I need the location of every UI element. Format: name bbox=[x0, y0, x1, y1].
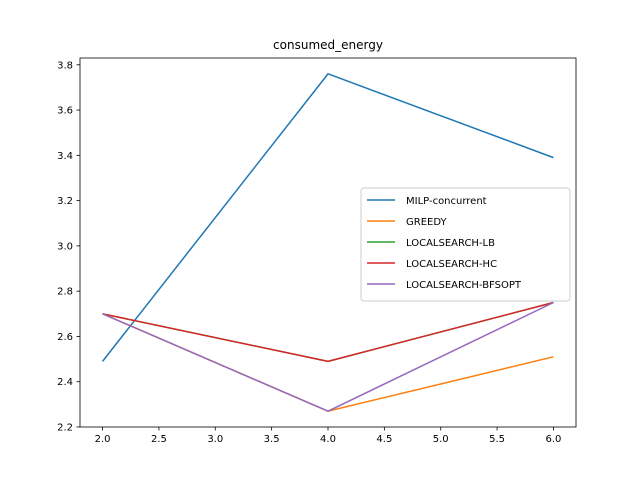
series-line-4 bbox=[102, 301, 554, 363]
y-tick-label: 3.2 bbox=[57, 196, 73, 207]
x-tick-label: 5.0 bbox=[433, 434, 449, 445]
x-tick-label: 5.5 bbox=[489, 434, 505, 445]
x-tick-label: 6.0 bbox=[546, 434, 562, 445]
y-tick-label: 3.0 bbox=[57, 241, 73, 252]
legend-label-2: GREEDY bbox=[406, 217, 447, 228]
plot-area bbox=[101, 73, 554, 412]
legend-label-4: LOCALSEARCH-HC bbox=[406, 259, 497, 270]
x-tick-label: 2.5 bbox=[151, 434, 167, 445]
legend-label-1: MILP-concurrent bbox=[406, 196, 487, 207]
x-tick-label: 4.0 bbox=[320, 434, 336, 445]
legend-label-5: LOCALSEARCH-BFSOPT bbox=[406, 280, 522, 291]
y-tick-label: 2.8 bbox=[57, 287, 73, 298]
legend-label-3: LOCALSEARCH-LB bbox=[406, 238, 495, 249]
y-tick-label: 3.4 bbox=[57, 151, 73, 162]
x-tick-label: 3.0 bbox=[207, 434, 223, 445]
legend-box bbox=[360, 187, 571, 302]
axes: 2.0 2.5 3.0 3.5 4.0 4.5 5.0 5.5 6.0 2.2 2.4 2.6 2.8 3… bbox=[57, 57, 577, 445]
y-tick-label: 3.8 bbox=[57, 60, 73, 71]
chart-title: consumed_energy bbox=[273, 38, 383, 52]
x-tick-label: 4.5 bbox=[376, 434, 392, 445]
series-line-5 bbox=[102, 301, 554, 412]
series-line-1 bbox=[101, 73, 554, 362]
y-tick-label: 2.6 bbox=[57, 332, 73, 343]
y-tick-label: 3.6 bbox=[57, 106, 73, 117]
x-tick-label: 2.0 bbox=[95, 434, 111, 445]
x-tick-label: 3.5 bbox=[264, 434, 280, 445]
y-tick-label: 2.2 bbox=[57, 423, 73, 434]
legend: MILP-concurrent GREEDY LOCALSEARCH-LB LOCAL… bbox=[360, 187, 571, 302]
y-tick-label: 2.4 bbox=[57, 377, 73, 388]
